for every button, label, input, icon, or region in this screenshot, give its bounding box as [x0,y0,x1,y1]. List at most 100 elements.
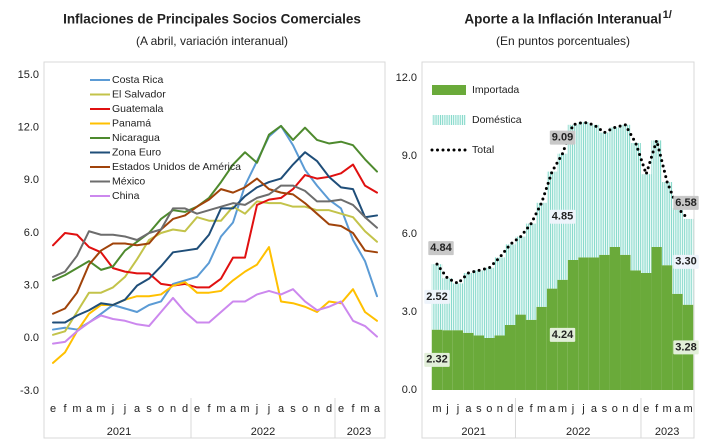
bar [473,270,485,336]
bar [620,254,631,390]
x-tick-label: n [622,403,628,415]
x-tick-label: a [86,403,93,415]
x-tick-label: o [612,403,618,415]
label-bg [424,352,450,367]
x-tick-label: f [207,403,211,415]
x-tick-label: d [326,403,332,415]
x-tick-label: a [230,403,237,415]
x-group-label: 2022 [566,426,590,438]
data-label: 3.30 [675,256,696,268]
y-tick-label: -3.0 [20,385,39,397]
series-line [52,124,378,282]
bar [494,335,505,390]
x-tick-label: n [170,403,176,415]
x-tick-label: m [72,403,81,415]
legend-label: Costa Rica [112,74,164,86]
bar [442,278,453,331]
chart-subtitle: (A abril, variación interanual) [136,34,288,48]
y-tick-label: 3.0 [24,280,39,292]
plot-frame [421,61,695,439]
x-tick-label: m [216,403,225,415]
chart-title: Aporte a la Inflación Interanual [464,12,661,27]
x-tick-label: s [146,403,152,415]
bar [494,257,505,336]
legend-label: Zona Euro [112,146,161,158]
y-tick-label: 0.0 [402,384,417,396]
x-tick-label: a [549,403,556,415]
bar [599,132,610,255]
bar [640,273,652,390]
y-tick-label: 3.0 [402,306,417,318]
x-tick-label: s [602,403,608,415]
bar [630,270,641,390]
x-group-label: 2023 [655,426,679,438]
bar [630,143,641,271]
bar [515,236,526,315]
x-tick-label: d [507,403,513,415]
data-label: 6.58 [675,197,696,209]
bar [536,306,547,390]
bar [546,171,558,289]
x-tick-label: j [255,403,258,415]
bar [672,208,683,294]
x-tick-label: e [643,403,649,415]
x-tick-label: a [278,403,285,415]
bar [536,202,547,307]
label-bg [549,130,576,145]
x-tick-label: j [267,403,270,415]
label-bg [673,340,699,355]
legend-label: Panamá [112,117,151,129]
x-tick-label: f [351,403,355,415]
bar [504,244,516,325]
y-tick-label: 6.0 [24,227,39,239]
bar [661,265,673,390]
label-bg [549,327,576,342]
legend-label: China [112,190,140,202]
x-group-label: 2021 [107,426,131,438]
bar [473,335,485,390]
bar [452,330,464,390]
bar [567,124,579,260]
data-label: 3.28 [675,341,696,353]
legend-label: Total [472,144,494,156]
bar [463,332,474,390]
label-bg [424,289,450,304]
x-tick-label: m [683,403,692,415]
bar [640,174,652,273]
y-tick-label: 9.0 [24,174,39,186]
bar [651,247,662,390]
x-tick-label: m [558,403,567,415]
x-group-label: 2021 [461,426,485,438]
x-tick-label: o [486,403,492,415]
data-label: 2.52 [426,291,447,303]
bar [661,182,673,266]
y-tick-label: 6.0 [402,228,417,240]
series-line [52,184,378,278]
series-line [52,151,378,324]
data-label: 4.84 [430,242,452,254]
bar [588,124,600,258]
legend-label: Doméstica [472,114,522,126]
x-tick-label: n [497,403,503,415]
bar [463,273,474,333]
x-tick-label: j [571,403,574,415]
data-label: 2.32 [426,354,447,366]
bar [525,319,537,390]
bar [578,122,589,258]
x-tick-label: n [314,403,320,415]
label-bg [428,241,454,256]
x-tick-label: m [360,403,369,415]
x-tick-label: o [302,403,308,415]
x-tick-label: a [465,403,472,415]
x-tick-label: e [338,403,344,415]
x-tick-label: m [240,403,249,415]
y-tick-label: 12.0 [18,122,39,134]
series-line [435,120,690,285]
x-tick-label: j [445,403,448,415]
bar [609,247,621,390]
legend-label: Importada [472,84,519,96]
series-line [52,177,378,315]
label-bg [549,209,576,224]
